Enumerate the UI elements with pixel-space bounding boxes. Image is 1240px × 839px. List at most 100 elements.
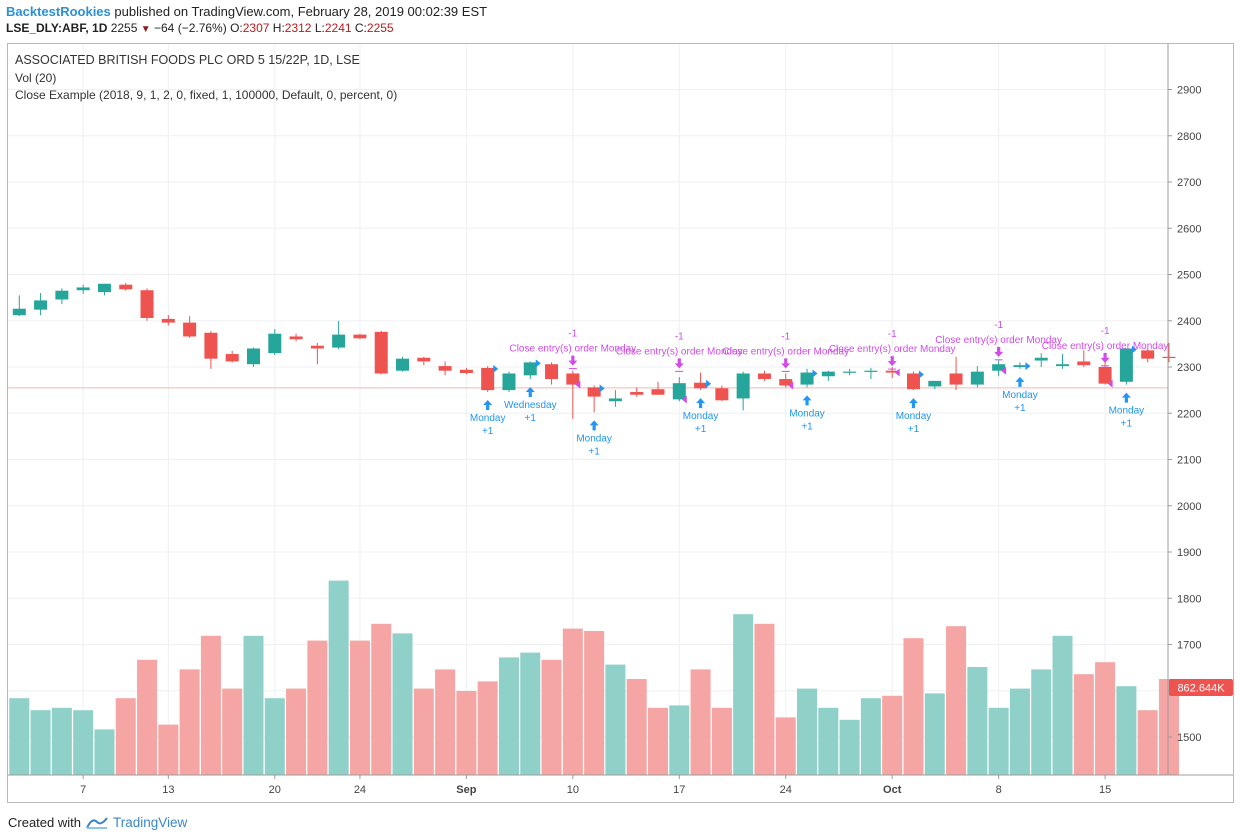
volume-bar bbox=[648, 707, 668, 775]
exit-marker: Close entry(s) order Monday -1 bbox=[509, 329, 636, 389]
volume-bar bbox=[371, 623, 392, 775]
volume-bar bbox=[733, 614, 754, 775]
down-arrow-icon: ▼ bbox=[140, 24, 151, 35]
entry-flag-icon bbox=[706, 379, 712, 388]
candle bbox=[97, 283, 111, 296]
entry-flag-icon bbox=[535, 359, 541, 368]
volume-bar bbox=[328, 580, 349, 775]
entry-qty: +1 bbox=[801, 421, 813, 432]
candle bbox=[76, 284, 90, 294]
candle-body bbox=[800, 372, 814, 385]
candle-body bbox=[268, 333, 282, 354]
candle bbox=[992, 360, 1006, 377]
price-tick-label: 2500 bbox=[1177, 270, 1201, 282]
candle-body bbox=[970, 371, 984, 385]
candle bbox=[12, 295, 26, 317]
volume-bar bbox=[158, 724, 179, 775]
entry-marker: Monday +1 bbox=[683, 379, 718, 435]
entry-flag-icon bbox=[918, 370, 924, 379]
candle-body bbox=[566, 373, 580, 385]
candle bbox=[1034, 353, 1048, 367]
time-tick-label: 8 bbox=[996, 784, 1002, 796]
entry-label: Monday bbox=[789, 408, 825, 419]
volume-bar bbox=[669, 705, 690, 775]
entry-label: Monday bbox=[1002, 390, 1038, 401]
candle bbox=[140, 288, 154, 321]
tradingview-brand[interactable]: TradingView bbox=[112, 815, 188, 830]
candle-body bbox=[545, 364, 559, 380]
entry-flag-icon bbox=[1131, 345, 1137, 354]
price-tick-label: 1800 bbox=[1177, 593, 1201, 605]
volume-badge: 862.644K bbox=[1169, 679, 1233, 696]
volume-bar bbox=[1009, 688, 1030, 775]
candle-body bbox=[885, 370, 899, 373]
exit-arrow-icon bbox=[674, 358, 684, 369]
candle-body bbox=[225, 354, 239, 362]
volume-bar bbox=[286, 688, 307, 775]
volume-legend[interactable]: Vol (20) bbox=[15, 71, 57, 85]
price-axis: 1500160017001800190020002100220023002400… bbox=[1168, 85, 1201, 744]
entry-marker: Monday +1 bbox=[1002, 362, 1038, 414]
volume-bar bbox=[51, 707, 72, 775]
volume-bar bbox=[115, 698, 136, 775]
candle bbox=[438, 361, 452, 376]
entry-arrow-icon bbox=[908, 398, 918, 409]
exit-flag-icon bbox=[1001, 366, 1007, 375]
candle-body bbox=[1162, 356, 1176, 359]
high-value: 2312 bbox=[284, 21, 312, 35]
candle bbox=[1141, 348, 1155, 363]
candle bbox=[864, 367, 878, 380]
candle-body bbox=[928, 380, 942, 387]
candle bbox=[779, 373, 793, 388]
candle-body bbox=[906, 373, 920, 390]
price-tick-label: 2600 bbox=[1177, 223, 1201, 235]
candle-body bbox=[736, 373, 750, 399]
candle bbox=[523, 361, 537, 380]
exit-arrow-icon bbox=[887, 356, 897, 367]
volume-bar bbox=[30, 710, 51, 775]
candle bbox=[949, 356, 963, 391]
volume-bar bbox=[222, 688, 243, 775]
candle-body bbox=[332, 334, 346, 348]
candle bbox=[715, 385, 729, 402]
entry-qty: +1 bbox=[695, 424, 707, 435]
volume-bar bbox=[1052, 635, 1073, 775]
entry-label: Monday bbox=[896, 411, 932, 422]
entry-flag-icon bbox=[599, 384, 605, 393]
candle bbox=[1119, 348, 1133, 385]
volume-bar bbox=[903, 638, 924, 775]
candle-body bbox=[183, 322, 197, 337]
candle bbox=[502, 371, 516, 392]
entry-arrow-icon bbox=[802, 395, 812, 406]
exit-qty: -1 bbox=[675, 331, 684, 342]
chart-title: ASSOCIATED BRITISH FOODS PLC ORD 5 15/22… bbox=[15, 53, 360, 67]
candle-body bbox=[374, 331, 388, 374]
tradingview-logo-icon bbox=[86, 816, 108, 829]
volume-bar bbox=[200, 635, 221, 775]
volume-bar bbox=[541, 659, 562, 775]
volume-bar bbox=[775, 717, 796, 775]
candle-body bbox=[779, 379, 793, 386]
close-value: 2255 bbox=[366, 21, 394, 35]
exit-qty: -1 bbox=[781, 331, 790, 342]
candle-body bbox=[821, 371, 835, 377]
candle-body bbox=[140, 290, 154, 318]
exit-label: Close entry(s) order Monday bbox=[1042, 341, 1169, 352]
strategy-legend[interactable]: Close Example (2018, 9, 1, 2, 0, fixed, … bbox=[15, 88, 398, 102]
volume-bar bbox=[711, 707, 732, 775]
candle bbox=[672, 377, 686, 402]
created-with-text: Created with bbox=[8, 815, 81, 830]
publisher-name[interactable]: BacktestRookies bbox=[6, 4, 111, 19]
candle bbox=[694, 372, 708, 391]
volume-bar bbox=[1158, 679, 1179, 775]
candle bbox=[651, 381, 665, 395]
candle bbox=[246, 347, 260, 367]
time-tick-label: 15 bbox=[1099, 784, 1111, 796]
publish-text: published on TradingView.com, February 2… bbox=[110, 4, 488, 19]
volume-bar bbox=[754, 623, 775, 775]
candle-body bbox=[587, 387, 601, 397]
candle-body bbox=[55, 290, 69, 300]
entry-qty: +1 bbox=[525, 413, 537, 424]
price-tick-label: 2000 bbox=[1177, 501, 1201, 513]
